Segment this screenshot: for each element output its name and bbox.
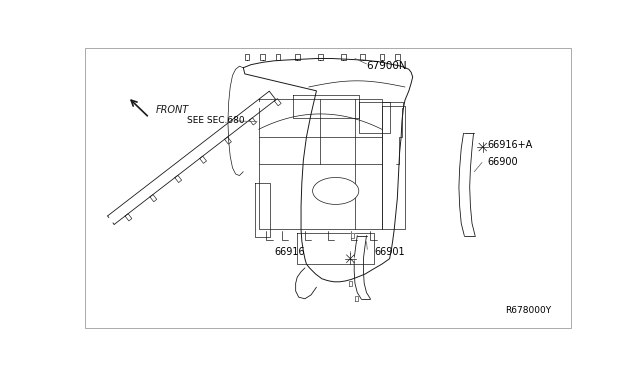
Circle shape	[158, 179, 163, 185]
Text: R678000Y: R678000Y	[505, 306, 551, 315]
Circle shape	[479, 143, 486, 151]
Circle shape	[183, 160, 188, 165]
Polygon shape	[459, 133, 475, 235]
Text: 66900: 66900	[488, 157, 518, 167]
Ellipse shape	[312, 177, 359, 205]
Polygon shape	[248, 116, 255, 124]
Polygon shape	[149, 193, 156, 201]
Circle shape	[207, 141, 213, 146]
Polygon shape	[351, 233, 354, 238]
Polygon shape	[108, 91, 276, 224]
Text: SEE SEC.680: SEE SEC.680	[187, 116, 244, 125]
Circle shape	[257, 102, 263, 108]
Text: 66916+A: 66916+A	[488, 140, 532, 150]
Polygon shape	[349, 281, 352, 286]
Polygon shape	[174, 174, 180, 181]
Text: FRONT: FRONT	[156, 106, 189, 115]
Polygon shape	[355, 296, 358, 301]
Circle shape	[108, 218, 113, 223]
Polygon shape	[199, 155, 205, 162]
Polygon shape	[223, 136, 230, 143]
Polygon shape	[354, 235, 371, 299]
Circle shape	[346, 255, 354, 263]
Polygon shape	[243, 58, 413, 282]
Polygon shape	[348, 256, 351, 261]
Text: 66916: 66916	[275, 247, 305, 257]
Text: 66901: 66901	[374, 247, 405, 257]
Polygon shape	[124, 212, 131, 220]
Polygon shape	[273, 97, 280, 105]
Circle shape	[232, 122, 238, 127]
Circle shape	[133, 198, 138, 204]
Text: 67900N: 67900N	[367, 61, 407, 71]
